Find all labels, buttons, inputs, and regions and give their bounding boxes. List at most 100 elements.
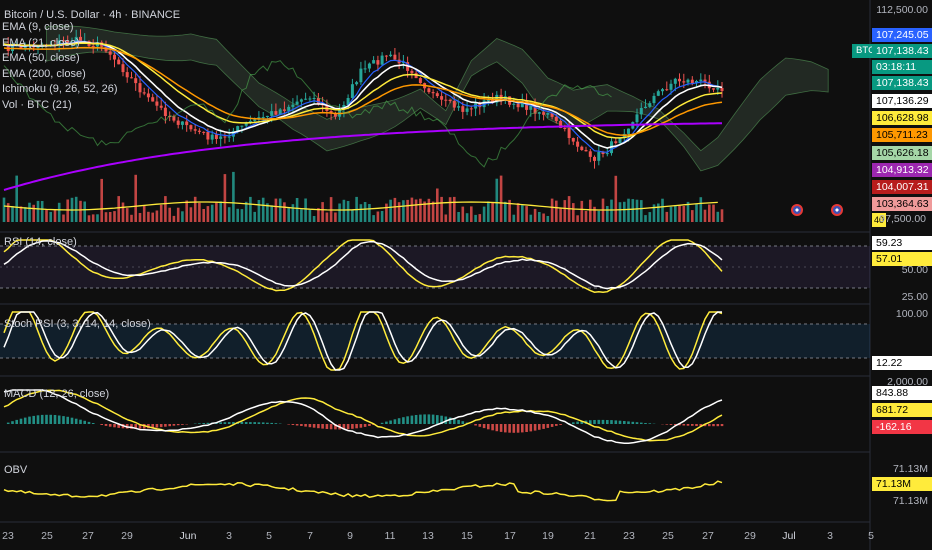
macd-histogram-bar	[674, 424, 677, 426]
candle-body	[287, 106, 291, 111]
rsi-tick-25: 25.00	[901, 291, 928, 303]
event-flag-icon[interactable]	[791, 204, 803, 216]
candle-body	[372, 60, 376, 64]
macd-histogram-bar	[223, 422, 227, 424]
volume-bar	[640, 200, 643, 222]
volume-bar	[19, 206, 23, 222]
volume-bar	[342, 199, 346, 222]
candle-body	[486, 100, 490, 101]
volume-bar	[57, 202, 61, 222]
volume-bar	[295, 198, 299, 222]
legend-ema21[interactable]: EMA (21, close)	[2, 36, 80, 49]
candle-body	[274, 111, 278, 115]
candle-body	[525, 101, 529, 110]
volume-bar	[210, 204, 214, 222]
macd-histogram-bar	[627, 421, 630, 424]
candle-body	[686, 79, 690, 83]
candle-body	[312, 98, 316, 99]
macd-histogram-bar	[618, 420, 622, 424]
macd-label[interactable]: MACD (12, 26, close)	[4, 388, 110, 400]
macd-histogram-bar	[576, 421, 579, 424]
macd-histogram-bar	[444, 416, 448, 424]
macd-histogram-bar	[168, 424, 171, 427]
macd-histogram-bar	[410, 415, 414, 424]
candle-body	[576, 141, 580, 147]
candle-body	[151, 97, 155, 102]
macd-histogram-bar	[342, 424, 346, 430]
macd-histogram-bar	[385, 421, 388, 424]
candle-body	[219, 136, 223, 139]
candle-body	[635, 114, 639, 123]
volume-bar	[45, 210, 48, 222]
volume-bar	[176, 207, 180, 222]
x-tick-label: 7	[307, 530, 313, 542]
volume-bar	[278, 198, 282, 222]
obv-label[interactable]: OBV	[4, 464, 28, 476]
price-top-tick: 112,500.00	[876, 4, 928, 16]
candle-body	[669, 83, 673, 90]
ema-9-line	[3, 40, 723, 153]
candle-body	[627, 128, 630, 134]
candle-body	[393, 54, 397, 60]
candle-body	[665, 89, 669, 91]
event-flag-icon[interactable]	[831, 204, 843, 216]
volume-bar	[542, 213, 545, 222]
volume-bar	[525, 206, 528, 222]
macd-histogram-bar	[691, 424, 694, 426]
volume-bar	[482, 206, 486, 222]
legend-ema50[interactable]: EMA (50, close)	[2, 52, 80, 64]
macd-histogram-bar	[53, 415, 57, 424]
volume-bar	[142, 205, 146, 222]
macd-histogram-bar	[644, 423, 647, 424]
candle-body	[648, 103, 652, 107]
macd-histogram-bar	[555, 424, 558, 426]
stoch-rsi-label[interactable]: Stoch RSI (3, 3, 14, 14, close)	[4, 318, 151, 330]
volume-bar	[491, 202, 494, 222]
legend-ema9[interactable]: EMA (9, close)	[2, 21, 74, 33]
volume-bar	[550, 198, 554, 222]
ichimoku-lagging-line	[3, 60, 612, 168]
macd-histogram-bar	[482, 424, 486, 429]
volume-bar	[606, 206, 609, 222]
candle-body	[62, 40, 65, 42]
x-tick-label: 25	[662, 530, 674, 542]
macd-histogram-bar	[397, 418, 401, 424]
candle-body	[567, 128, 571, 138]
candle-body	[448, 99, 452, 101]
candle-body	[193, 129, 197, 131]
volume-bar	[720, 209, 724, 222]
legend-ichimoku[interactable]: Ichimoku (9, 26, 52, 26)	[2, 83, 118, 95]
candle-body	[6, 44, 10, 51]
macd-histogram-bar	[6, 422, 10, 424]
volume-bar	[227, 207, 231, 222]
volume-bar	[678, 205, 681, 222]
badge-volume: 40	[872, 213, 886, 227]
macd-histogram-bar	[70, 417, 74, 424]
volume-bar	[389, 199, 392, 222]
macd-histogram-bar	[287, 424, 290, 425]
candle-body	[597, 152, 601, 161]
obv-badge: 71.13M	[872, 477, 932, 491]
macd-histogram-bar	[402, 417, 405, 424]
x-tick-label: 25	[41, 530, 53, 542]
volume-bar	[695, 203, 698, 222]
legend-volume[interactable]: Vol · BTC (21)	[2, 98, 72, 111]
rsi-label[interactable]: RSI (14, close)	[4, 236, 77, 248]
macd-histogram-bar	[291, 424, 295, 425]
volume-bar	[15, 175, 18, 222]
macd-histogram-bar	[66, 416, 69, 424]
macd-histogram-bar	[219, 422, 222, 424]
macd-histogram-bar	[431, 414, 435, 424]
volume-bar	[49, 211, 52, 222]
candle-body	[712, 88, 715, 90]
candle-body	[444, 99, 448, 101]
volume-bar	[249, 196, 252, 222]
obv-line	[3, 480, 723, 502]
candle-body	[278, 109, 282, 115]
volume-bar	[436, 188, 439, 222]
candle-body	[410, 70, 414, 74]
volume-bar	[618, 202, 622, 222]
volume-bar	[274, 198, 278, 222]
legend-ema200[interactable]: EMA (200, close)	[2, 67, 86, 80]
